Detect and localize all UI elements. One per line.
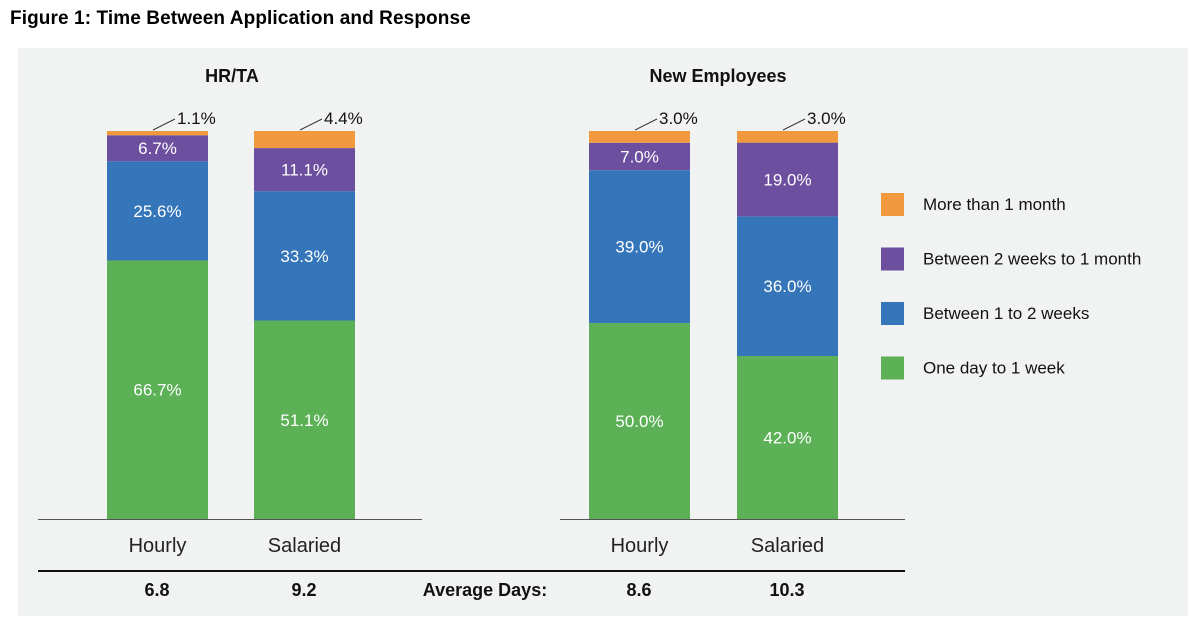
new-hourly-seg-3 [589, 131, 690, 143]
new-salaried-seg-2 [737, 142, 838, 217]
new-salaried-seg-0-label: 42.0% [763, 429, 811, 448]
figure-title: Figure 1: Time Between Application and R… [10, 8, 471, 29]
hrta-hourly-seg-0 [107, 260, 208, 519]
legend-swatch-1 [881, 247, 904, 271]
new-salaried-seg-1 [737, 216, 838, 357]
hrta-salaried-seg-2-label: 11.1% [281, 161, 328, 180]
hrta-salaried-seg-1-label: 33.3% [280, 247, 328, 266]
new-chart-title: New Employees [649, 66, 786, 86]
hrta-salaried-seg-1 [254, 191, 355, 321]
hrta-hourly-seg-0-label: 66.7% [133, 381, 181, 400]
new-hourly-seg-0 [589, 323, 690, 519]
average-days-label: Average Days: [422, 580, 548, 600]
new-category-hourly: Hourly [611, 535, 669, 557]
legend-swatch-2 [881, 302, 904, 325]
new-salaried-seg-2-label: 19.0% [763, 171, 811, 190]
hrta-category-hourly: Hourly [129, 535, 187, 557]
legend-swatch-3 [881, 356, 904, 380]
hrta-salaried-seg-3 [254, 131, 355, 149]
new-salaried-seg-3-leader [782, 118, 806, 131]
new-hourly-seg-2 [589, 142, 690, 171]
avg-hrta-salaried: 9.2 [291, 580, 317, 600]
hrta-hourly-seg-3 [107, 131, 208, 136]
hrta-salaried-seg-0-label: 51.1% [280, 411, 328, 430]
new-category-salaried: Salaried [751, 535, 824, 557]
average-days-row: 6.8 9.2 Average Days: 8.6 10.3 [0, 580, 1200, 606]
legend-label-3: One day to 1 week [923, 359, 1065, 378]
new-hourly-seg-2-label: 7.0% [620, 147, 659, 166]
avg-new-hourly: 8.6 [626, 580, 652, 600]
avg-new-salaried: 10.3 [769, 580, 805, 600]
hrta-hourly-seg-2-label: 6.7% [138, 139, 177, 158]
hrta-hourly-seg-2 [107, 135, 208, 162]
new-salaried-seg-3-label: 3.0% [807, 109, 846, 128]
legend-label-2: Between 1 to 2 weeks [923, 304, 1089, 323]
hrta-hourly-seg-3-label: 1.1% [177, 109, 216, 128]
hrta-salaried-seg-2 [254, 148, 355, 192]
legend-label-1: Between 2 weeks to 1 month [923, 250, 1141, 269]
hrta-salaried-seg-3-leader [299, 118, 323, 131]
hrta-hourly-seg-3-leader [152, 118, 176, 131]
hrta-salaried-seg-0 [254, 320, 355, 519]
new-hourly-seg-1-label: 39.0% [615, 238, 663, 257]
hrta-category-salaried: Salaried [268, 535, 341, 557]
new-salaried-seg-3 [737, 131, 838, 143]
hrta-hourly-seg-1 [107, 161, 208, 261]
new-hourly-seg-1 [589, 170, 690, 324]
new-hourly-seg-0-label: 50.0% [615, 412, 663, 431]
legend-swatch-0 [881, 193, 904, 216]
new-hourly-seg-3-label: 3.0% [659, 109, 698, 128]
hrta-hourly-seg-1-label: 25.6% [133, 202, 181, 221]
avg-hrta-hourly: 6.8 [144, 580, 170, 600]
new-salaried-seg-1-label: 36.0% [763, 277, 811, 296]
new-hourly-seg-3-leader [634, 118, 658, 131]
hrta-chart-title: HR/TA [205, 66, 259, 86]
legend-label-0: More than 1 month [923, 195, 1066, 214]
hrta-salaried-seg-3-label: 4.4% [324, 109, 363, 128]
new-salaried-seg-0 [737, 356, 838, 519]
